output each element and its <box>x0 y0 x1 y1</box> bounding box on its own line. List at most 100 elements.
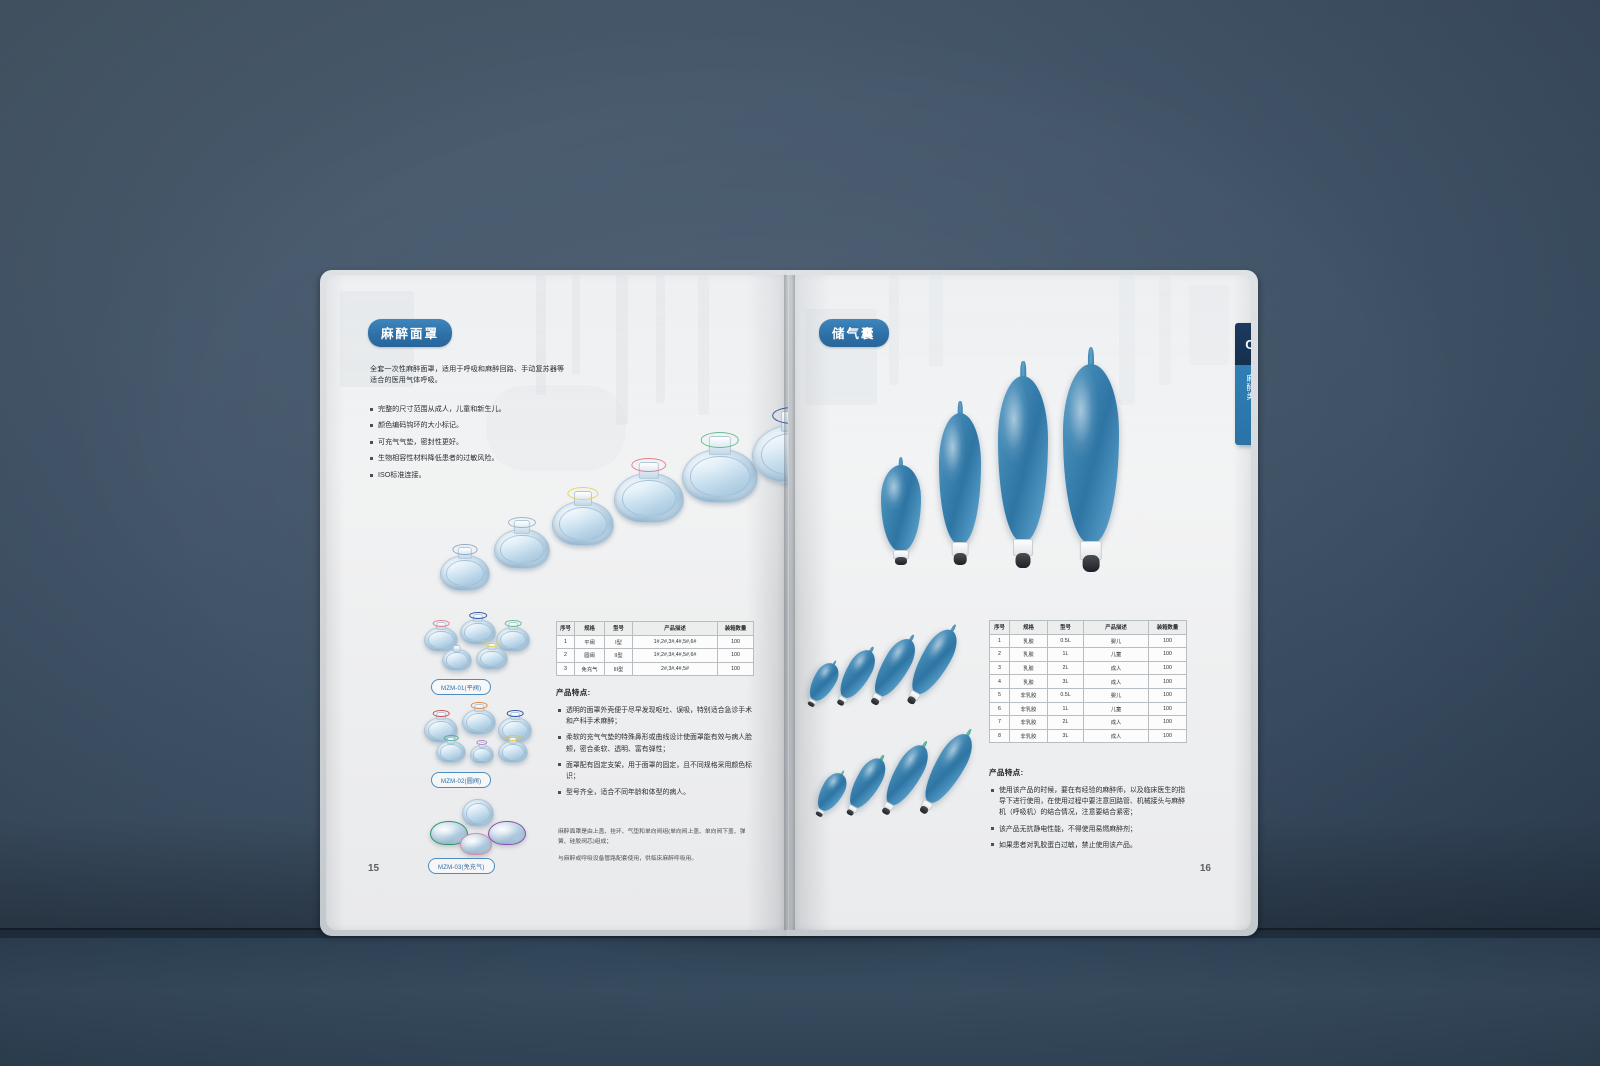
cell-desc: 成人 <box>1083 728 1149 744</box>
cell-index: 5 <box>989 687 1010 703</box>
list-item: 型号齐全，适合不同年龄和体型的病人。 <box>558 787 754 798</box>
cell-index: 1 <box>989 633 1010 649</box>
left-footnote-2: 与麻醉或呼吸设备管路配套使用，供临床麻醉呼吸用。 <box>558 856 698 862</box>
table-row: 1 乳胶 0.5L 婴儿 100 <box>989 633 1187 649</box>
cell-model: III型 <box>604 661 633 677</box>
floor <box>0 928 1600 1066</box>
cell-qty: 100 <box>1148 633 1187 649</box>
cell-index: 1 <box>556 634 575 650</box>
open-book: 麻醉面罩 全套一次性麻醉面罩，适用于呼吸和麻醉回路、手动复苏器等适合的医用气体呼… <box>298 270 1280 965</box>
cell-model: 1L <box>1047 701 1084 717</box>
reservoir-bag-hero-photo <box>859 347 1189 580</box>
section-badge-left: 麻醉面罩 <box>368 319 453 347</box>
cell-spec: 乳胶 <box>1009 633 1048 649</box>
left-features-list: 透明的面罩外壳便于尽早发现呕吐、误吸，特别适合急诊手术和产科手术麻醉； 柔软的充… <box>558 705 754 803</box>
table-row: 4 乳胶 3L 成人 100 <box>989 674 1187 689</box>
cell-qty: 100 <box>717 661 754 677</box>
list-item: 颜色编码钩环的大小标记。 <box>370 420 580 431</box>
cell-qty: 100 <box>1148 674 1187 689</box>
cell-desc: 儿童 <box>1083 647 1149 662</box>
cell-index: 2 <box>989 647 1010 662</box>
cell-model: 0.5L <box>1047 633 1084 649</box>
list-item: 如果患者对乳胶蛋白过敏，禁止使用该产品。 <box>991 840 1189 851</box>
bag-3l <box>1063 347 1119 572</box>
table-row: 5 非乳胶 0.5L 婴儿 100 <box>989 687 1187 703</box>
bag-2l <box>998 360 1048 568</box>
list-item: 生物相容性材料降低患者的过敏风险。 <box>370 453 580 464</box>
page-left: 麻醉面罩 全套一次性麻醉面罩，适用于呼吸和麻醉回路、手动复苏器等适合的医用气体呼… <box>326 275 788 930</box>
cell-spec: 乳胶 <box>1009 660 1048 676</box>
cell-index: 3 <box>989 660 1010 676</box>
book-spine <box>784 275 795 930</box>
col-qty: 装箱数量 <box>1148 620 1187 635</box>
cell-qty: 100 <box>1148 728 1187 744</box>
left-product-table: 序号 规格 型号 产品描述 装箱数量 1 平阀 I型 1#,2#,3#,4#,5… <box>556 621 754 677</box>
cell-index: 4 <box>989 674 1010 689</box>
list-item: 透明的面罩外壳便于尽早发现呕吐、误吸，特别适合急诊手术和产科手术麻醉； <box>558 705 754 727</box>
right-features-list: 使用该产品的时候，要在有经验的麻醉师，以及临床医生的指导下进行使用，在使用过程中… <box>991 785 1189 856</box>
cell-model: II型 <box>604 648 633 663</box>
mzm-03-photo <box>426 799 530 855</box>
right-product-table: 序号 规格 型号 产品描述 装箱数量 1 乳胶 0.5L 婴儿 100 <box>989 620 1187 744</box>
cell-model: 3L <box>1047 728 1084 744</box>
cell-desc: 成人 <box>1083 660 1149 676</box>
cell-qty: 100 <box>1148 660 1187 676</box>
cell-desc: 婴儿 <box>1083 687 1149 703</box>
cell-model: 1L <box>1047 647 1084 662</box>
cell-model: 2L <box>1047 660 1084 676</box>
list-item: 柔软的充气气垫的特殊鼻形或曲线设计使面罩能有效与病人脸颊，密合柔软、透明、富有弹… <box>558 732 754 754</box>
cell-spec: 免充气 <box>574 661 605 677</box>
cell-qty: 100 <box>1148 701 1187 717</box>
col-qty: 装箱数量 <box>717 621 754 636</box>
cell-spec: 非乳胶 <box>1009 728 1048 744</box>
cell-spec: 乳胶 <box>1009 647 1048 662</box>
cell-qty: 100 <box>1148 687 1187 703</box>
product-label-mzm-02: MZM-02(圆阀) <box>431 772 492 788</box>
cell-qty: 100 <box>717 648 754 663</box>
page-number-right: 16 <box>1199 863 1211 874</box>
col-index: 序号 <box>556 621 575 636</box>
table-row: 2 乳胶 1L 儿童 100 <box>989 647 1187 662</box>
cell-desc: 1#,2#,3#,4#,5#,6# <box>632 648 718 663</box>
right-features-title: 产品特点: <box>989 768 1024 777</box>
cell-index: 8 <box>989 728 1010 744</box>
mzm-01-photo <box>422 611 532 671</box>
cell-qty: 100 <box>717 634 754 650</box>
cell-spec: 乳胶 <box>1009 674 1048 689</box>
mask-product-photo <box>426 405 788 595</box>
cell-spec: 圆阀 <box>574 648 605 663</box>
list-item: 该产品无抗静电性能，不得使用易燃麻醉剂； <box>991 824 1189 835</box>
cell-index: 7 <box>989 715 1010 730</box>
cell-desc: 成人 <box>1083 674 1149 689</box>
page-right: 储气囊 <box>789 275 1251 930</box>
table-row: 2 圆阀 II型 1#,2#,3#,4#,5#,6# 100 <box>556 648 754 663</box>
left-intro-text: 全套一次性麻醉面罩，适用于呼吸和麻醉回路、手动复苏器等适合的医用气体呼吸。 <box>370 365 565 385</box>
tab-category-label: 麻醉类 <box>1246 374 1251 401</box>
list-item: 可充气气垫，密封性更好。 <box>370 437 580 448</box>
tab-category: 麻醉类 <box>1235 365 1251 445</box>
bag-0-5l <box>881 457 921 565</box>
left-features-title: 产品特点: <box>556 688 591 697</box>
cell-desc: 成人 <box>1083 715 1149 730</box>
cell-spec: 平阀 <box>574 634 605 650</box>
latex-bag-row <box>801 623 965 713</box>
table-row: 1 平阀 I型 1#,2#,3#,4#,5#,6# 100 <box>556 634 754 650</box>
cell-desc: 2#,3#,4#,5# <box>632 661 718 677</box>
list-item: ISO标准连接。 <box>370 470 580 481</box>
col-desc: 产品描述 <box>1083 620 1149 635</box>
bag-1l <box>939 400 981 565</box>
cell-spec: 非乳胶 <box>1009 687 1048 703</box>
col-desc: 产品描述 <box>632 621 718 636</box>
col-model: 型号 <box>604 621 633 636</box>
cell-index: 6 <box>989 701 1010 717</box>
left-bullet-list: 完整的尺寸范围从成人，儿童和新生儿。 颜色编码钩环的大小标记。 可充气气垫，密封… <box>370 404 580 486</box>
page-number-left: 15 <box>368 863 380 874</box>
col-index: 序号 <box>989 620 1010 635</box>
table-row: 3 乳胶 2L 成人 100 <box>989 660 1187 676</box>
cell-desc: 婴儿 <box>1083 633 1149 649</box>
col-model: 型号 <box>1047 620 1084 635</box>
cell-model: 2L <box>1047 715 1084 730</box>
side-index-tab[interactable]: C 麻醉类 <box>1235 323 1251 445</box>
product-label-mzm-03: MZM-03(免充气) <box>428 858 495 874</box>
section-badge-right: 储气囊 <box>819 319 889 347</box>
